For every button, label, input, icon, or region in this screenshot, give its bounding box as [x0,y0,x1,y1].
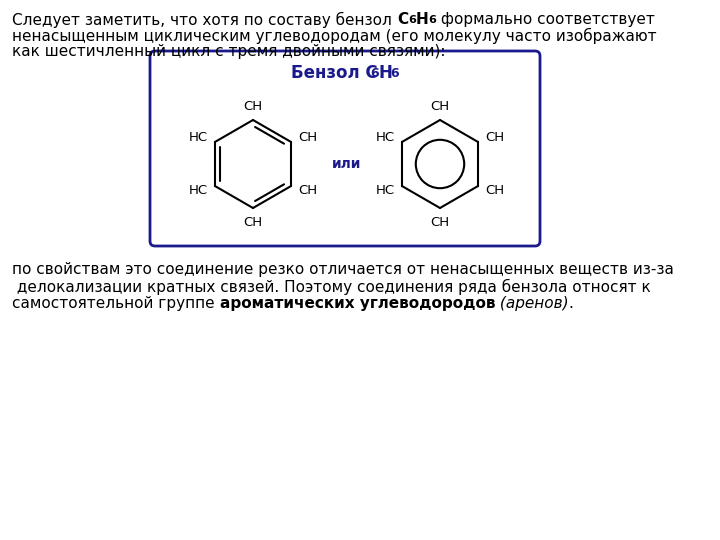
Text: или: или [333,157,361,171]
Text: .: . [569,296,574,311]
Text: делокализации кратных связей. Поэтому соединения ряда бензола относят к: делокализации кратных связей. Поэтому со… [12,279,651,295]
Text: (аренов): (аренов) [495,296,569,311]
Text: HC: HC [189,131,208,144]
Text: самостоятельной группе: самостоятельной группе [12,296,220,311]
Text: ненасыщенным циклическим углеводородам (его молекулу часто изображают: ненасыщенным циклическим углеводородам (… [12,28,657,44]
Text: CH: CH [485,184,504,197]
Text: Следует заметить, что хотя по составу бензол: Следует заметить, что хотя по составу бе… [12,12,397,28]
Text: ароматических углеводородов: ароматических углеводородов [220,296,495,311]
Text: CH: CH [431,99,449,112]
Text: CH: CH [243,215,263,228]
Text: 6: 6 [370,67,379,80]
Text: HC: HC [189,184,208,197]
Text: CH: CH [243,99,263,112]
Text: HC: HC [376,131,395,144]
Text: CH: CH [485,131,504,144]
Text: Н: Н [378,64,392,82]
Text: 6: 6 [408,15,415,25]
Text: по свойствам это соединение резко отличается от ненасыщенных веществ из-за: по свойствам это соединение резко отлича… [12,262,674,277]
Text: Н: Н [415,12,428,27]
Text: С: С [397,12,408,27]
Text: 6: 6 [428,15,436,25]
Text: HC: HC [376,184,395,197]
Text: формально соответствует: формально соответствует [436,12,655,27]
FancyBboxPatch shape [150,51,540,246]
Text: CH: CH [298,184,318,197]
Text: как шестичленный цикл с тремя двойными связями):: как шестичленный цикл с тремя двойными с… [12,44,446,59]
Text: CH: CH [298,131,318,144]
Text: Бензол С: Бензол С [292,64,378,82]
Text: CH: CH [431,215,449,228]
Text: 6: 6 [391,67,400,80]
